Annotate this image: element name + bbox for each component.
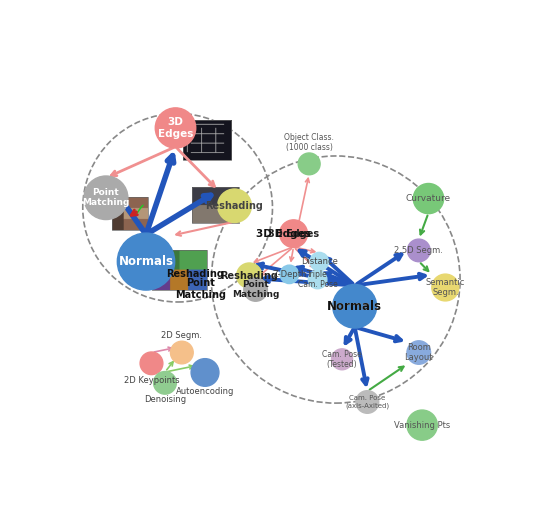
Text: Normals: Normals [327, 300, 382, 313]
Text: Z-Depth: Z-Depth [272, 270, 306, 279]
Text: Room
Layout: Room Layout [405, 343, 433, 362]
Ellipse shape [140, 352, 163, 375]
Ellipse shape [244, 278, 268, 301]
Text: Denoising: Denoising [144, 395, 186, 404]
Text: 2.5D Segm.: 2.5D Segm. [394, 246, 443, 255]
Text: Normals: Normals [119, 255, 174, 268]
Text: Reshading: Reshading [220, 270, 278, 281]
Ellipse shape [280, 220, 307, 248]
Ellipse shape [331, 349, 353, 370]
Ellipse shape [237, 263, 262, 288]
Bar [183, 120, 231, 160]
Text: Vanishing Pts: Vanishing Pts [394, 421, 450, 429]
Ellipse shape [170, 341, 193, 364]
Ellipse shape [84, 176, 128, 220]
Ellipse shape [310, 252, 329, 271]
Ellipse shape [407, 341, 431, 364]
Text: Cam. Pose
(Tested): Cam. Pose (Tested) [322, 350, 362, 369]
Text: Triple
Cam. Pose: Triple Cam. Pose [298, 270, 337, 289]
Ellipse shape [280, 265, 299, 283]
Text: Cam. Pose
(axis-Axited): Cam. Pose (axis-Axited) [345, 395, 390, 409]
Text: 3D Edges: 3D Edges [268, 228, 319, 239]
Text: ✓: ✓ [131, 202, 146, 220]
Text: Reshading: Reshading [166, 269, 224, 279]
Text: 2D Keypoints: 2D Keypoints [123, 376, 180, 384]
Ellipse shape [218, 189, 251, 223]
Ellipse shape [308, 270, 327, 289]
Bar [193, 186, 239, 223]
Text: Point
Matching: Point Matching [232, 280, 279, 299]
Text: Curvature: Curvature [406, 194, 451, 203]
Text: Point
Matching: Point Matching [175, 278, 226, 299]
Ellipse shape [298, 153, 320, 175]
Ellipse shape [153, 371, 176, 394]
Ellipse shape [118, 233, 175, 290]
Text: Point
Matching: Point Matching [82, 188, 129, 208]
Ellipse shape [407, 410, 437, 440]
Text: Reshading: Reshading [206, 201, 263, 211]
Text: Autoencoding: Autoencoding [176, 387, 234, 396]
Text: Semantic
Segm.: Semantic Segm. [425, 278, 465, 297]
Text: Object Class.
(1000 class): Object Class. (1000 class) [284, 133, 334, 152]
Bar [112, 197, 148, 229]
Ellipse shape [356, 391, 379, 413]
Ellipse shape [155, 108, 196, 148]
Text: Normals: Normals [327, 300, 382, 313]
Text: 3D
Edges: 3D Edges [158, 117, 193, 139]
Ellipse shape [432, 274, 459, 301]
Ellipse shape [333, 284, 376, 328]
Ellipse shape [413, 183, 444, 213]
Text: 3D Edges: 3D Edges [256, 228, 311, 239]
Bar [152, 250, 207, 290]
Ellipse shape [407, 239, 430, 262]
Text: Distance: Distance [301, 257, 338, 266]
Text: 2D Segm.: 2D Segm. [162, 332, 202, 340]
Ellipse shape [191, 358, 219, 386]
